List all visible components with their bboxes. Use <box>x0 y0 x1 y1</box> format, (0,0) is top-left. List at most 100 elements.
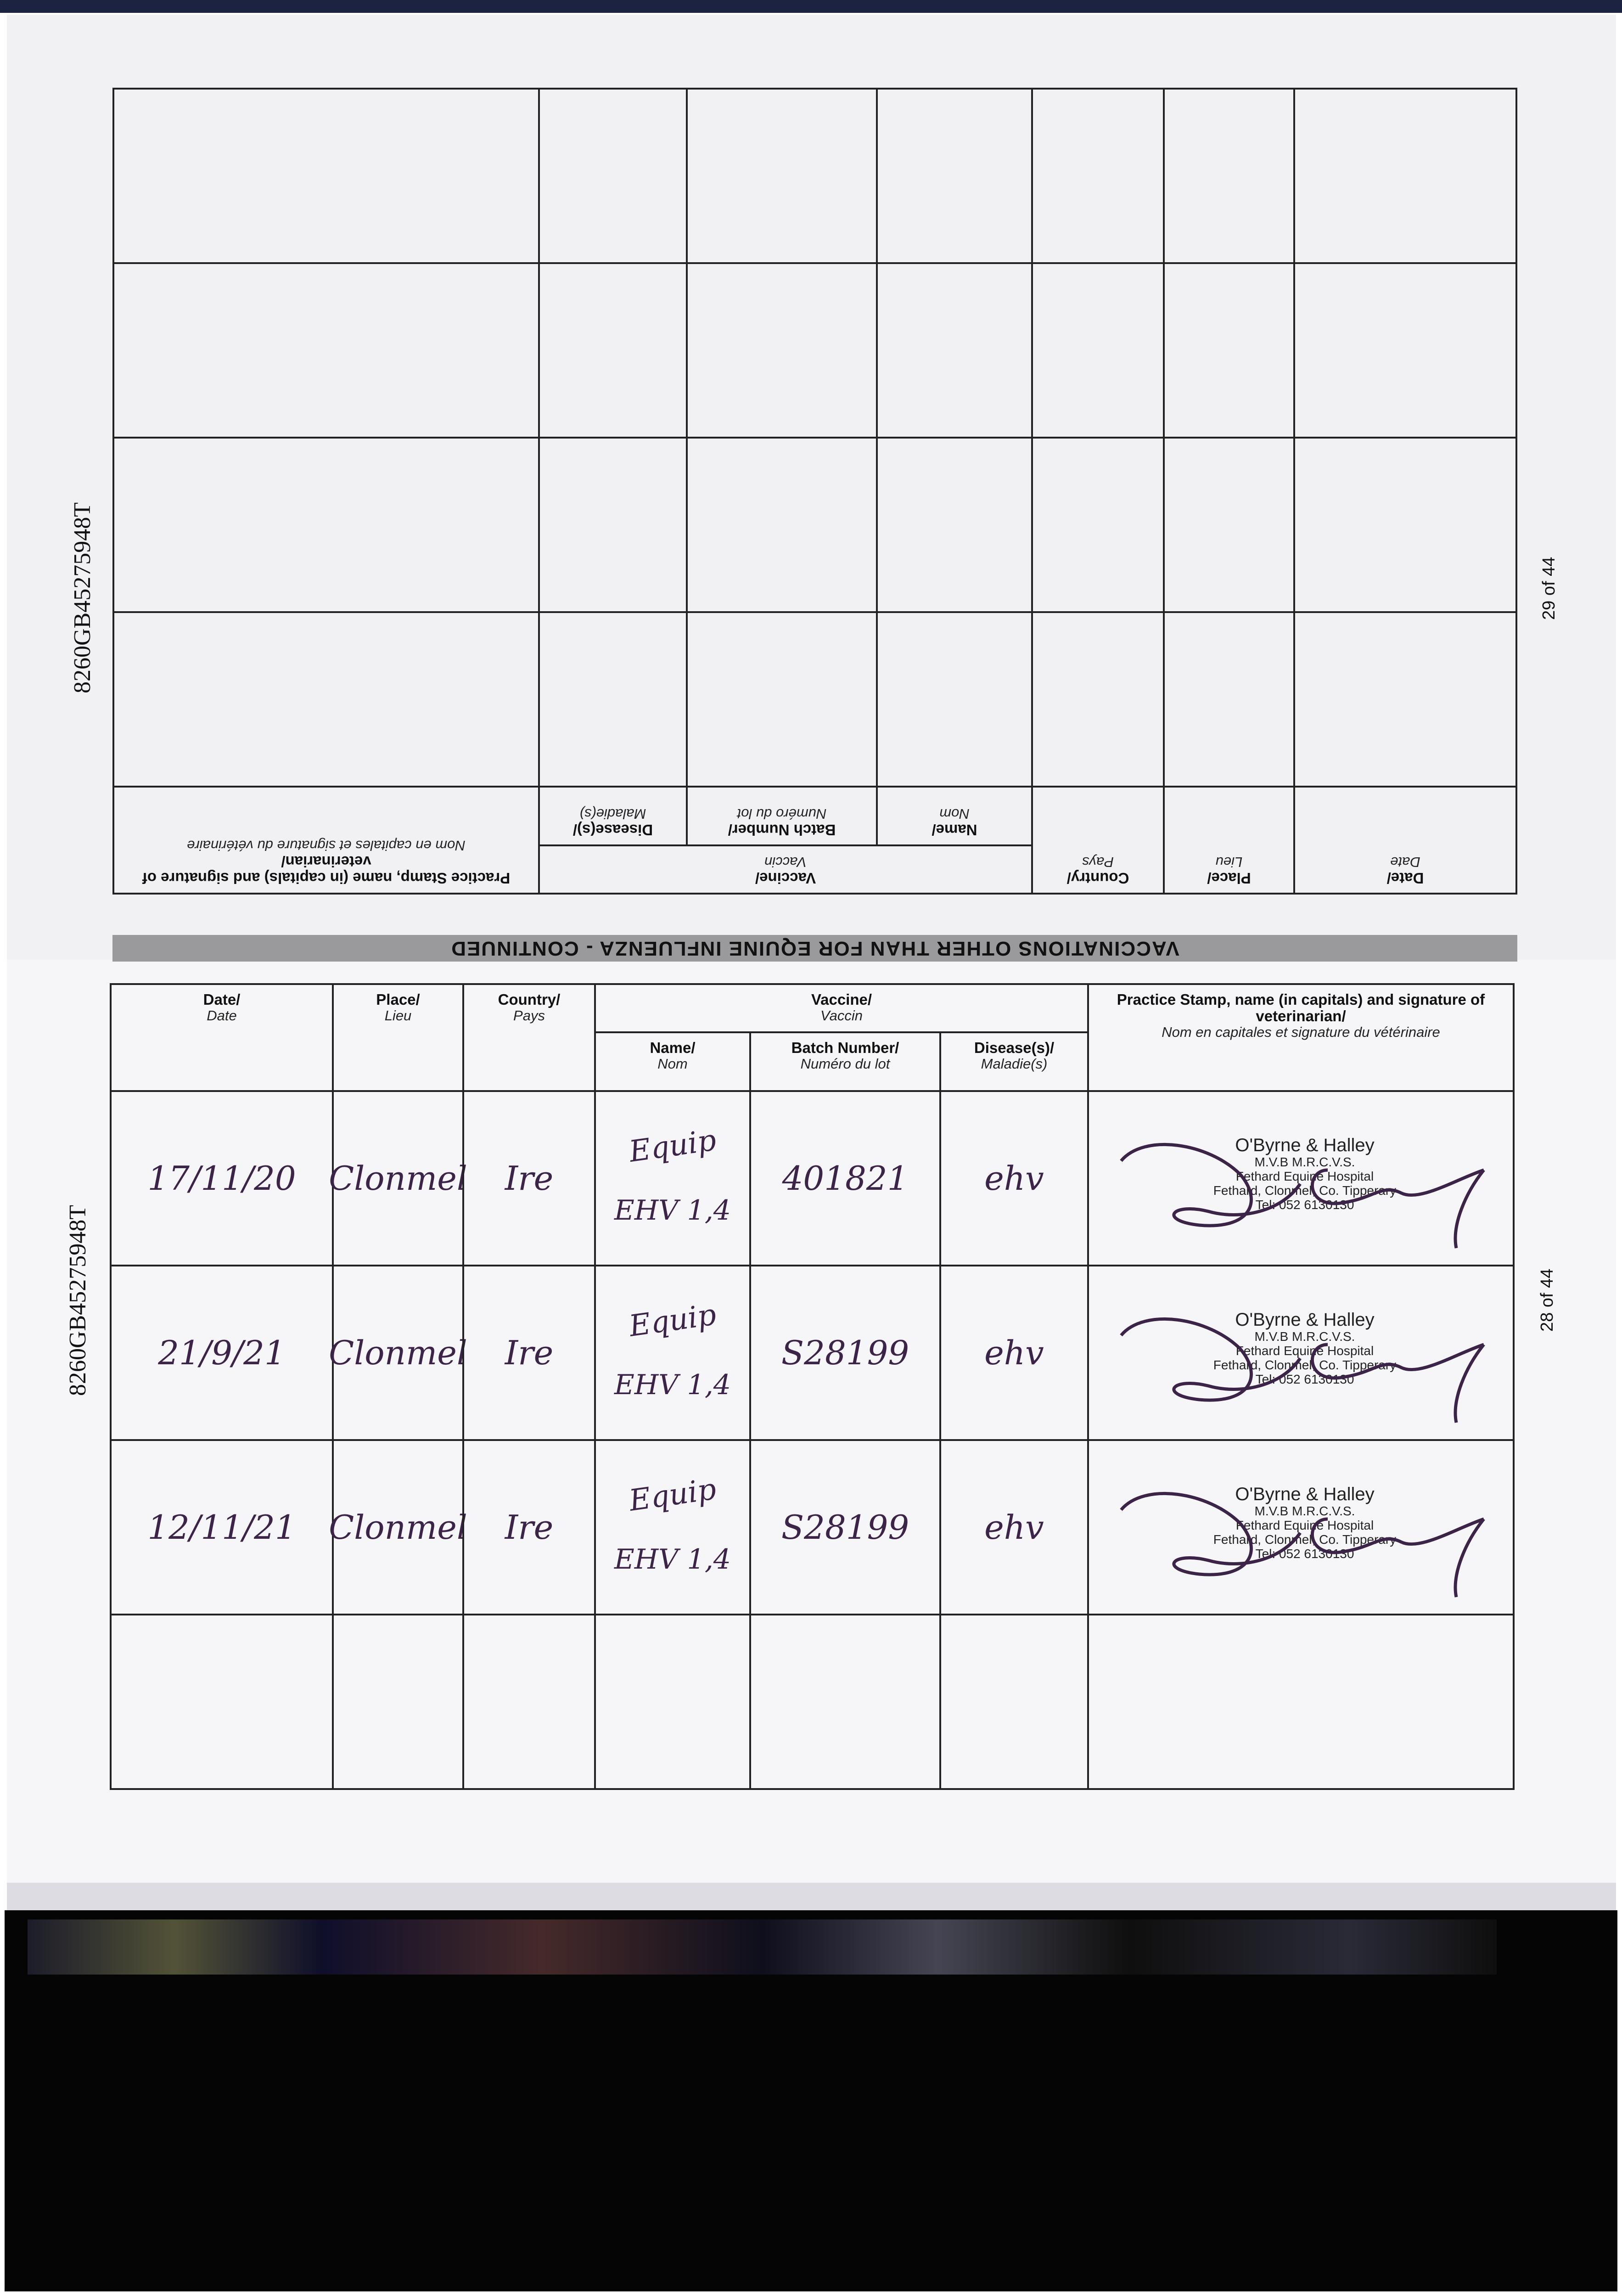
cell-place[interactable] <box>1163 611 1295 788</box>
cell-batch[interactable] <box>686 88 878 264</box>
cell-disease[interactable] <box>538 437 688 613</box>
header-country-fr: Pays <box>513 1007 545 1024</box>
header-place-fr: Lieu <box>384 1007 412 1024</box>
cell-name[interactable] <box>876 262 1033 439</box>
cell-name[interactable] <box>876 88 1033 264</box>
cell-country[interactable] <box>1031 88 1165 264</box>
cell-place[interactable] <box>1163 437 1295 613</box>
cell-stamp[interactable] <box>112 611 540 788</box>
cell-batch[interactable] <box>686 611 878 788</box>
entry-batch: S28199 <box>781 1334 909 1372</box>
header-country-en: Country/ <box>498 991 561 1008</box>
practice-stamp: O'Byrne & Halley M.V.B M.R.C.V.S. Fethard … <box>1089 1266 1511 1437</box>
vaccine-name: Equip <box>627 1472 718 1518</box>
cell-stamp[interactable]: O'Byrne & Halley M.V.B M.R.C.V.S. Fethard … <box>1087 1439 1515 1615</box>
cell-disease[interactable] <box>939 1614 1089 1790</box>
cell-disease[interactable]: ehv <box>939 1265 1089 1441</box>
header-name-fr: Nom <box>657 1056 688 1072</box>
cell-place[interactable] <box>1163 88 1295 264</box>
cell-date[interactable]: 21/9/21 <box>110 1265 334 1441</box>
header-stamp: Practice Stamp, name (in capitals) and s… <box>1087 983 1515 1092</box>
header-date: Date/Date <box>110 983 334 1092</box>
cell-disease[interactable] <box>538 262 688 439</box>
cell-place[interactable] <box>1163 262 1295 439</box>
cell-date[interactable] <box>1293 262 1517 439</box>
cell-batch[interactable]: 401821 <box>749 1090 941 1266</box>
document-code-upper: 8260GB45275948T <box>69 502 95 693</box>
entry-place: Clonmel <box>329 1334 467 1372</box>
signature <box>1120 1317 1485 1423</box>
header-stamp-en: Practice Stamp, name (in capitals) and s… <box>1117 991 1485 1024</box>
cell-stamp[interactable] <box>112 88 540 264</box>
cell-place[interactable]: Clonmel <box>329 1439 467 1615</box>
entry-country: Ire <box>505 1508 554 1547</box>
header-batch-fr: Numéro du lot <box>737 806 827 822</box>
header-stamp-fr: Nom en capitales et signature du vétérin… <box>187 838 466 854</box>
cell-disease[interactable]: ehv <box>939 1090 1089 1266</box>
cell-date[interactable] <box>1293 437 1517 613</box>
header-disease: Disease(s)/Maladie(s) <box>939 1031 1089 1092</box>
header-disease-en: Disease(s)/ <box>974 1039 1055 1056</box>
cell-place[interactable] <box>332 1614 464 1790</box>
cell-date[interactable] <box>1293 611 1517 788</box>
page-28 <box>7 960 1616 1883</box>
header-place-en: Place/ <box>1207 870 1251 887</box>
header-vaccine: Vaccine/Vaccin <box>594 983 1089 1033</box>
cell-stamp[interactable]: O'Byrne & Halley M.V.B M.R.C.V.S. Fethard … <box>1087 1265 1515 1441</box>
cell-name[interactable] <box>594 1614 751 1790</box>
header-place-fr: Lieu <box>1215 854 1243 870</box>
cell-name[interactable]: Equip EHV 1,4 <box>594 1265 751 1441</box>
cell-country[interactable] <box>462 1614 596 1790</box>
stamp-quals: M.V.B M.R.C.V.S. <box>1254 1329 1355 1344</box>
cell-batch[interactable] <box>686 262 878 439</box>
cell-country[interactable] <box>1031 262 1165 439</box>
header-date-en: Date/ <box>203 991 241 1008</box>
cell-date[interactable] <box>1293 88 1517 264</box>
cell-batch[interactable] <box>749 1614 941 1790</box>
cell-date[interactable] <box>110 1614 334 1790</box>
cell-date[interactable]: 12/11/21 <box>110 1439 334 1615</box>
header-vaccine: Vaccine/Vaccin <box>538 844 1033 895</box>
cell-country[interactable]: Ire <box>462 1265 596 1441</box>
cell-country[interactable] <box>1031 437 1165 613</box>
header-disease-fr: Maladie(s) <box>579 806 646 822</box>
cell-date[interactable]: 17/11/20 <box>110 1090 334 1266</box>
stamp-hospital: Fethard Equine Hospital <box>1235 1518 1374 1532</box>
entry-disease: ehv <box>984 1508 1044 1547</box>
stamp-hospital: Fethard Equine Hospital <box>1235 1169 1374 1183</box>
cell-country[interactable]: Ire <box>462 1439 596 1615</box>
cell-stamp[interactable] <box>112 262 540 439</box>
cell-disease[interactable] <box>538 611 688 788</box>
cell-name[interactable]: Equip EHV 1,4 <box>594 1439 751 1615</box>
cell-name[interactable]: Equip EHV 1,4 <box>594 1090 751 1266</box>
header-country-fr: Pays <box>1082 854 1114 870</box>
vaccine-type: EHV 1,4 <box>614 1543 731 1576</box>
cell-country[interactable]: Ire <box>462 1090 596 1266</box>
cell-stamp[interactable] <box>1087 1614 1515 1790</box>
header-country-en: Country/ <box>1066 870 1129 887</box>
header-vaccine-fr: Vaccin <box>764 854 807 870</box>
cell-batch[interactable] <box>686 437 878 613</box>
cell-place[interactable]: Clonmel <box>329 1090 467 1266</box>
header-place-en: Place/ <box>376 991 420 1008</box>
cell-disease[interactable]: ehv <box>939 1439 1089 1615</box>
cell-name[interactable] <box>876 611 1033 788</box>
stamp-name: O'Byrne & Halley <box>1235 1135 1375 1155</box>
vaccine-name: Equip <box>627 1123 718 1169</box>
cell-stamp[interactable] <box>112 437 540 613</box>
cell-place[interactable]: Clonmel <box>329 1265 467 1441</box>
banner-title: VACCINATIONS OTHER THAN FOR EQUINE INFLU… <box>450 937 1179 960</box>
cell-batch[interactable]: S28199 <box>749 1265 941 1441</box>
header-date-en: Date/ <box>1386 870 1424 887</box>
cell-stamp[interactable]: O'Byrne & Halley M.V.B M.R.C.V.S. Fethard … <box>1087 1090 1515 1266</box>
cell-name[interactable] <box>876 437 1033 613</box>
cell-country[interactable] <box>1031 611 1165 788</box>
cell-batch[interactable]: S28199 <box>749 1439 941 1615</box>
header-batch-fr: Numéro du lot <box>800 1056 890 1072</box>
page-edge <box>7 1883 1616 1910</box>
cell-disease[interactable] <box>538 88 688 264</box>
header-name-en: Name/ <box>650 1039 696 1056</box>
header-stamp: Practice Stamp, name (in capitals) and s… <box>112 786 540 895</box>
header-batch-en: Batch Number/ <box>728 822 836 838</box>
stamp-hospital: Fethard Equine Hospital <box>1235 1344 1374 1358</box>
